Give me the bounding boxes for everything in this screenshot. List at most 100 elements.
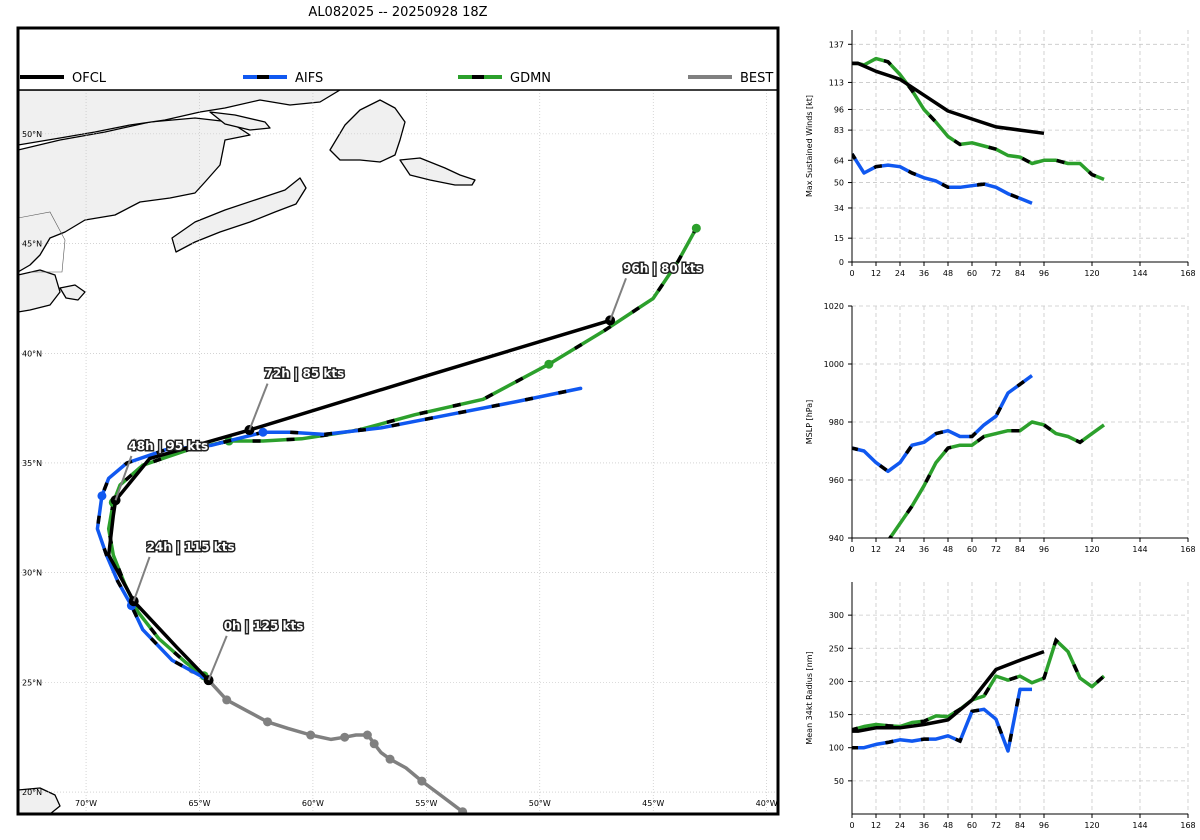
annotation-label: 0h | 125 kts (224, 619, 304, 633)
legend-label-ofcl: OFCL (72, 71, 107, 86)
annotation-label: 24h | 115 kts (147, 540, 235, 554)
land-anticosti (209, 111, 271, 131)
gdmn-forecast-point (544, 359, 554, 369)
y-tick-label: 113 (829, 78, 844, 87)
best-track-point (362, 730, 372, 740)
figure-title: AL082025 -- 20250928 18Z (308, 5, 487, 20)
x-tick-label: 144 (1132, 545, 1147, 554)
lon-tick-label: 70°W (75, 799, 97, 808)
land-nf-south (399, 157, 476, 186)
map-frame (16, 26, 780, 816)
lon-tick-label: 60°W (302, 799, 324, 808)
y-tick-label: 50 (834, 777, 844, 786)
x-tick-label: 48 (943, 269, 953, 278)
y-tick-label: 1020 (824, 302, 844, 311)
land-nova-scotia (171, 177, 307, 253)
y-tick-label: 0 (839, 258, 844, 267)
y-tick-label: 150 (829, 711, 844, 720)
border-us-canada (18, 211, 66, 273)
aifs-forecast-point (258, 427, 268, 437)
y-tick-label: 15 (834, 234, 844, 243)
x-tick-label: 0 (849, 545, 854, 554)
x-tick-label: 144 (1132, 269, 1147, 278)
y-tick-label: 200 (829, 677, 844, 686)
map-tick-labels: 50°N 45°N 40°N 35°N 30°N 25°N 20°N 70°W 65°W 60°W… (22, 130, 778, 808)
land-new-england (18, 269, 61, 313)
lon-tick-label: 65°W (188, 799, 210, 808)
x-tick-label: 12 (871, 821, 881, 830)
track-best (190, 667, 465, 814)
annotation-leader (248, 383, 269, 431)
series-ofcl (852, 649, 1045, 733)
x-tick-label: 168 (1180, 269, 1195, 278)
annotation-leader (114, 455, 133, 501)
x-tick-label: 24 (895, 545, 905, 554)
series-dashes-aifs (852, 152, 1033, 205)
y-tick-label: 1000 (824, 360, 844, 369)
x-tick-label: 60 (967, 821, 977, 830)
lat-tick-label: 20°N (22, 788, 42, 797)
map-tracks (95, 223, 701, 814)
map-background (18, 90, 778, 814)
x-tick-label: 48 (943, 545, 953, 554)
x-tick-label: 24 (895, 269, 905, 278)
best-track-point (417, 776, 427, 786)
lat-tick-label: 35°N (22, 459, 42, 468)
annotation-label: 48h | 95 kts (128, 439, 208, 453)
lon-tick-label: 50°W (529, 799, 551, 808)
series-dashes-aifs (852, 374, 1034, 474)
x-tick-label: 12 (871, 269, 881, 278)
legend: OFCL AIFS GDMN BEST (20, 71, 773, 86)
y-axis-label: MSLP [hPa] (805, 400, 814, 444)
panel-series (852, 637, 1106, 758)
x-tick-label: 84 (1015, 269, 1025, 278)
y-tick-label: 50 (834, 179, 844, 188)
x-tick-label: 84 (1015, 821, 1025, 830)
radius-panel: 0 12 24 36 48 60 72 84 96 120 144 168 50 100 150 200 250… (805, 582, 1196, 830)
y-tick-label: 137 (829, 40, 844, 49)
track-dashes-gdmn (106, 227, 698, 678)
gdmn-forecast-point (691, 223, 701, 233)
best-track-point (458, 807, 468, 814)
panel-series (852, 56, 1105, 205)
x-tick-label: 144 (1132, 821, 1147, 830)
y-tick-label: 980 (829, 418, 844, 427)
x-tick-label: 168 (1180, 545, 1195, 554)
x-tick-label: 60 (967, 269, 977, 278)
mslp-panel: 0 12 24 36 48 60 72 84 96 120 144 168 940 960 980 1000 1… (805, 302, 1196, 554)
y-tick-label: 100 (829, 744, 844, 753)
legend-label-best: BEST (740, 71, 773, 86)
y-tick-label: 960 (829, 476, 844, 485)
lat-tick-label: 45°N (22, 240, 42, 249)
x-tick-label: 120 (1084, 821, 1099, 830)
track-map: 0h | 125 kts 24h | 115 kts 48h | 95 kts 72h… (16, 26, 780, 816)
x-tick-label: 72 (991, 821, 1001, 830)
land-caribbean (18, 787, 61, 814)
lon-tick-label: 55°W (415, 799, 437, 808)
x-tick-label: 36 (919, 269, 929, 278)
best-track-point (222, 695, 232, 705)
best-track-point (385, 754, 395, 764)
annotation-leader (132, 556, 151, 602)
annotation-leader (207, 635, 228, 681)
land-layer (18, 90, 476, 814)
annotation-leader (609, 277, 627, 321)
panel-series (852, 374, 1106, 538)
x-tick-label: 168 (1180, 821, 1195, 830)
legend-label-gdmn: GDMN (510, 71, 551, 86)
series-ofcl (852, 61, 1045, 136)
lon-tick-label: 40°W (756, 799, 778, 808)
lat-tick-label: 50°N (22, 130, 42, 139)
y-tick-label: 300 (829, 611, 844, 620)
annotation-label: 96h | 80 kts (623, 261, 703, 275)
series-gdmn (852, 638, 1106, 732)
x-tick-label: 96 (1039, 545, 1049, 554)
lon-tick-label: 45°W (642, 799, 664, 808)
x-tick-label: 96 (1039, 269, 1049, 278)
series-aifs (852, 687, 1032, 753)
land-canada-maritimes (18, 117, 251, 273)
track-dashes-aifs (95, 386, 581, 682)
lat-tick-label: 40°N (22, 349, 42, 358)
lat-tick-label: 30°N (22, 569, 42, 578)
